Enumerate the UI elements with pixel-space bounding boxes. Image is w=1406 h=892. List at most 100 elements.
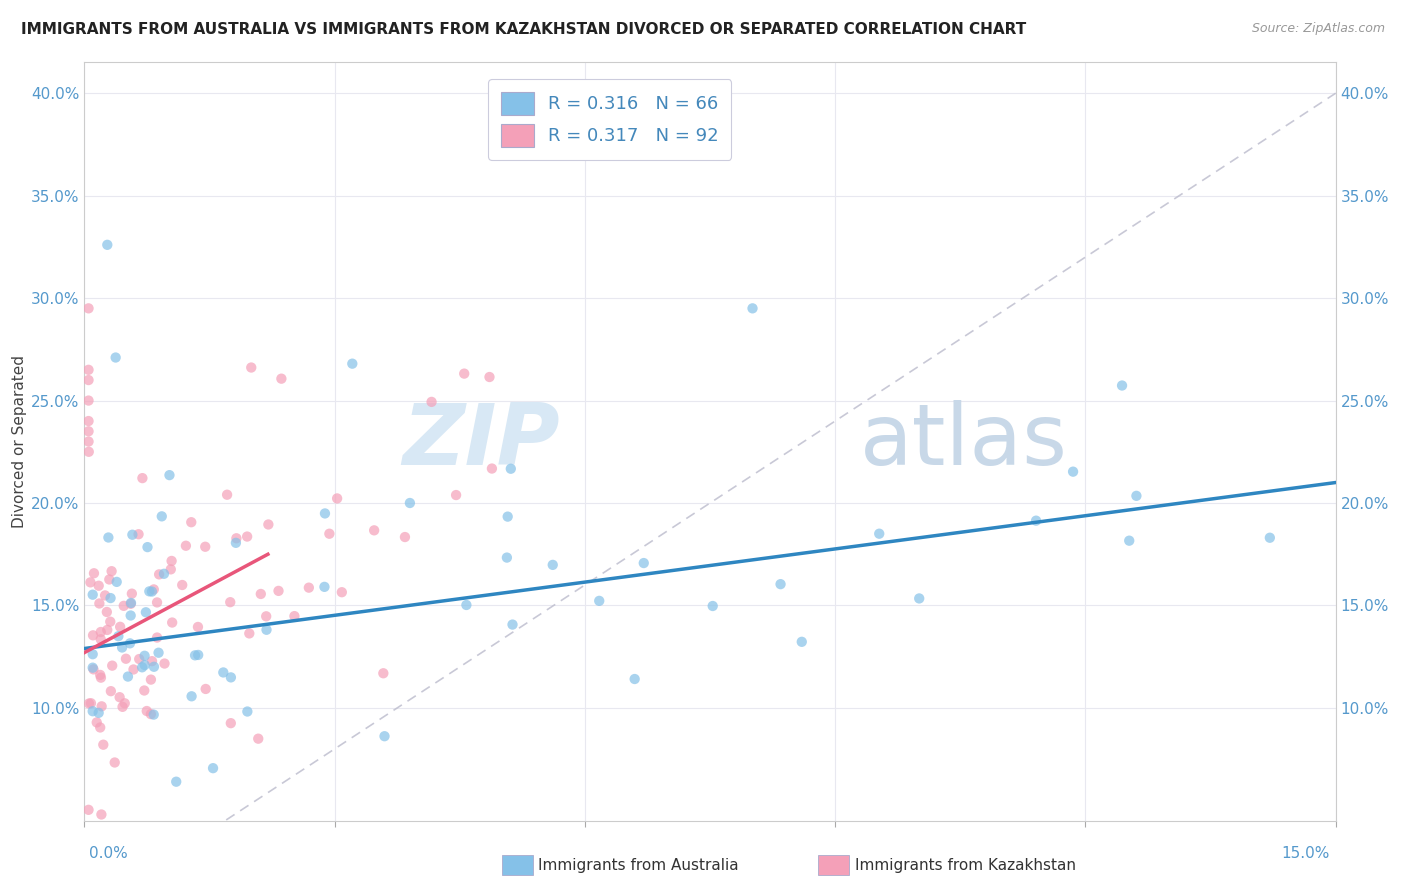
Point [257, 517, 280, 532]
Point [160, 615, 183, 630]
Point [83, 566, 105, 581]
Text: Immigrants from Kazakhstan: Immigrants from Kazakhstan [855, 858, 1076, 872]
Point [77, 444, 100, 458]
Point [82, 704, 104, 718]
Point [77, 373, 100, 387]
Point [77, 425, 100, 439]
Point [159, 468, 181, 483]
Point [136, 540, 159, 554]
Point [1125, 489, 1147, 503]
Point [96, 605, 118, 619]
Point [373, 666, 395, 681]
Point [187, 648, 209, 662]
Point [77, 414, 100, 428]
Point [89, 668, 111, 682]
Point [118, 636, 141, 650]
Point [217, 488, 239, 502]
Point [790, 635, 813, 649]
Y-axis label: Divorced or Separated: Divorced or Separated [13, 355, 27, 528]
Text: ZIP: ZIP [402, 400, 560, 483]
Point [1111, 378, 1133, 392]
Point [453, 367, 475, 381]
Point [91, 738, 114, 752]
Point [769, 577, 792, 591]
Point [236, 705, 259, 719]
Point [194, 540, 217, 554]
Point [153, 566, 176, 581]
Point [77, 393, 100, 408]
Point [135, 605, 157, 619]
Point [131, 471, 153, 485]
Point [908, 591, 931, 606]
Point [270, 372, 292, 386]
Point [180, 690, 202, 704]
Point [79, 575, 101, 590]
Point [128, 527, 150, 541]
Point [94, 589, 117, 603]
Point [541, 558, 564, 572]
Point [90, 625, 112, 640]
Point [77, 363, 100, 377]
Point [104, 351, 127, 365]
Point [122, 663, 145, 677]
Point [146, 631, 169, 645]
Point [82, 588, 104, 602]
Point [141, 584, 163, 599]
Point [77, 434, 100, 449]
Point [187, 620, 209, 634]
Point [105, 574, 128, 589]
Text: IMMIGRANTS FROM AUSTRALIA VS IMMIGRANTS FROM KAZAKHSTAN DIVORCED OR SEPARATED CO: IMMIGRANTS FROM AUSTRALIA VS IMMIGRANTS … [21, 22, 1026, 37]
Point [314, 507, 336, 521]
Point [249, 587, 271, 601]
Point [90, 671, 112, 685]
Point [633, 556, 655, 570]
Point [77, 803, 100, 817]
Point [502, 617, 524, 632]
Point [160, 554, 183, 568]
Point [141, 654, 163, 668]
Point [481, 461, 503, 475]
Point [142, 582, 165, 597]
Point [112, 599, 135, 613]
Point [86, 715, 108, 730]
Point [131, 660, 153, 674]
Point [184, 648, 207, 663]
Point [89, 721, 111, 735]
Point [104, 756, 127, 770]
Point [134, 658, 156, 673]
Point [236, 530, 259, 544]
Text: atlas: atlas [860, 400, 1069, 483]
Point [399, 496, 422, 510]
Point [363, 524, 385, 538]
Point [1025, 514, 1047, 528]
Point [90, 632, 112, 647]
Point [87, 579, 110, 593]
Point [87, 706, 110, 720]
Text: Source: ZipAtlas.com: Source: ZipAtlas.com [1251, 22, 1385, 36]
Point [100, 564, 122, 578]
Point [121, 587, 143, 601]
Text: 0.0%: 0.0% [89, 846, 128, 861]
Point [146, 595, 169, 609]
Point [478, 370, 501, 384]
Point [172, 578, 194, 592]
Legend: R = 0.316   N = 66, R = 0.317   N = 92: R = 0.316 N = 66, R = 0.317 N = 92 [488, 79, 731, 160]
Point [139, 707, 162, 722]
Point [90, 807, 112, 822]
Point [148, 567, 170, 582]
Point [135, 704, 157, 718]
Point [1258, 531, 1281, 545]
Point [394, 530, 416, 544]
Point [499, 461, 522, 475]
Point [115, 651, 138, 665]
Point [702, 599, 724, 613]
Point [219, 670, 242, 684]
Point [150, 509, 173, 524]
Point [330, 585, 353, 599]
Point [256, 623, 278, 637]
Point [165, 774, 187, 789]
Point [326, 491, 349, 506]
Point [100, 591, 122, 605]
Point [318, 526, 340, 541]
Point [342, 357, 364, 371]
